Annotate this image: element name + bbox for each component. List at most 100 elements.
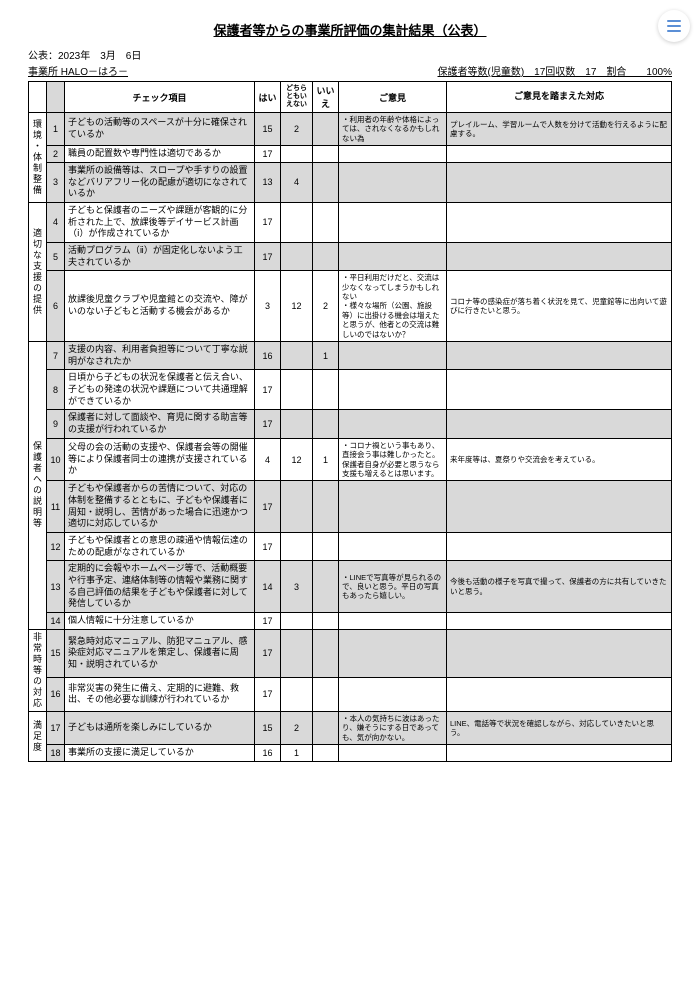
cell-yes: 3 (255, 271, 281, 342)
cell-item: 子どもや保護者との意思の疎通や情報伝達のための配慮がなされているか (65, 533, 255, 561)
cell-item: 個人情報に十分注意しているか (65, 613, 255, 630)
cell-op1 (339, 629, 447, 677)
office-name: 事業所 HALO－はろ－ (28, 63, 128, 78)
cell-no (313, 113, 339, 146)
cell-n: 13 (47, 561, 65, 613)
cell-no (313, 711, 339, 744)
cell-n: 17 (47, 711, 65, 744)
cell-op2: 来年度等は、夏祭りや交流会を考えている。 (447, 438, 672, 481)
cell-n: 9 (47, 410, 65, 438)
cell-op2 (447, 629, 672, 677)
cell-n: 8 (47, 370, 65, 410)
cell-n: 5 (47, 242, 65, 270)
category-label: 満足度 (29, 711, 47, 761)
cell-mid: 12 (281, 271, 313, 342)
cell-no (313, 370, 339, 410)
hdr-blank1 (29, 82, 47, 113)
cell-op2 (447, 677, 672, 711)
cell-n: 3 (47, 162, 65, 202)
cell-item: 日頃から子どもの状況を保護者と伝え合い、子どもの発達の状況や課題について共通理解… (65, 370, 255, 410)
cell-yes: 17 (255, 370, 281, 410)
hdr-op1: ご意見 (339, 82, 447, 113)
cell-item: 父母の会の活動の支援や、保護者会等の開催等により保護者同士の連携が支援されている… (65, 438, 255, 481)
cell-mid (281, 202, 313, 242)
hdr-mid: どちらともいえない (281, 82, 313, 113)
cell-item: 子どもと保護者のニーズや課題が客観的に分析された上で、放課後等デイサービス計画（… (65, 202, 255, 242)
header-stats: 保護者等数(児童数) 17回収数 17 割合 100% (438, 63, 672, 80)
cell-no (313, 162, 339, 202)
cell-no (313, 677, 339, 711)
cell-mid (281, 146, 313, 163)
cell-yes: 16 (255, 341, 281, 369)
cell-op1 (339, 146, 447, 163)
cell-yes: 15 (255, 711, 281, 744)
cell-n: 7 (47, 341, 65, 369)
cell-op2: LINE、電話等で状況を確認しながら、対応していきたいと思う。 (447, 711, 672, 744)
cell-op1 (339, 533, 447, 561)
cell-no (313, 481, 339, 533)
cell-mid: 12 (281, 438, 313, 481)
cell-yes: 17 (255, 146, 281, 163)
cell-yes: 17 (255, 242, 281, 270)
cell-item: 保護者に対して面談や、育児に関する助言等の支援が行われているか (65, 410, 255, 438)
cell-no (313, 744, 339, 761)
cell-n: 18 (47, 744, 65, 761)
cell-op1 (339, 744, 447, 761)
cell-n: 1 (47, 113, 65, 146)
cell-mid (281, 341, 313, 369)
cell-op1 (339, 341, 447, 369)
cell-op2 (447, 744, 672, 761)
cell-yes: 17 (255, 629, 281, 677)
cell-n: 12 (47, 533, 65, 561)
cell-op1: ・利用者の年齢や体格によっては、されなくなるかもしれない為 (339, 113, 447, 146)
evaluation-table: チェック項目 はい どちらともいえない いいえ ご意見 ご意見を踏まえた対応 環… (28, 81, 672, 762)
cell-op2 (447, 146, 672, 163)
cell-op1 (339, 202, 447, 242)
cell-op1 (339, 481, 447, 533)
cell-mid (281, 370, 313, 410)
cell-op1: ・平日利用だけだと、交流は少なくなってしまうかもしれない・様々な場所（公園、施設… (339, 271, 447, 342)
menu-button[interactable] (658, 10, 690, 42)
cell-mid: 2 (281, 113, 313, 146)
cell-mid: 3 (281, 561, 313, 613)
cell-no: 1 (313, 438, 339, 481)
cell-op2 (447, 481, 672, 533)
cell-yes: 17 (255, 533, 281, 561)
cell-item: 子どもは通所を楽しみにしているか (65, 711, 255, 744)
category-label: 非常時等の対応 (29, 629, 47, 711)
cell-no: 1 (313, 341, 339, 369)
cell-yes: 14 (255, 561, 281, 613)
cell-item: 事業所の支援に満足しているか (65, 744, 255, 761)
cell-mid (281, 410, 313, 438)
cell-op2 (447, 242, 672, 270)
cell-n: 4 (47, 202, 65, 242)
cell-no (313, 202, 339, 242)
cell-n: 11 (47, 481, 65, 533)
cell-op1 (339, 613, 447, 630)
cell-mid: 4 (281, 162, 313, 202)
cell-n: 16 (47, 677, 65, 711)
cell-op1 (339, 242, 447, 270)
cell-op2 (447, 341, 672, 369)
cell-item: 職員の配置数や専門性は適切であるか (65, 146, 255, 163)
cell-item: 事業所の設備等は、スロープや手すりの設置などバリアフリー化の配慮が適切になされて… (65, 162, 255, 202)
category-label: 保護者への説明等 (29, 341, 47, 629)
cell-yes: 16 (255, 744, 281, 761)
cell-op1 (339, 677, 447, 711)
cell-no (313, 146, 339, 163)
cell-no (313, 613, 339, 630)
cell-n: 14 (47, 613, 65, 630)
cell-no (313, 629, 339, 677)
cell-op2: プレイルーム、学習ルームで人数を分けて活動を行えるように配慮する。 (447, 113, 672, 146)
hdr-blank2 (47, 82, 65, 113)
cell-op2 (447, 202, 672, 242)
cell-item: 子どもや保護者からの苦情について、対応の体制を整備するとともに、子どもや保護者に… (65, 481, 255, 533)
cell-op1 (339, 410, 447, 438)
page-title: 保護者等からの事業所評価の集計結果（公表） (28, 20, 672, 39)
cell-mid (281, 533, 313, 561)
publish-date: 公表：2023年 3月 6日 (28, 47, 141, 62)
cell-n: 15 (47, 629, 65, 677)
cell-op2 (447, 162, 672, 202)
cell-n: 10 (47, 438, 65, 481)
cell-op2 (447, 533, 672, 561)
